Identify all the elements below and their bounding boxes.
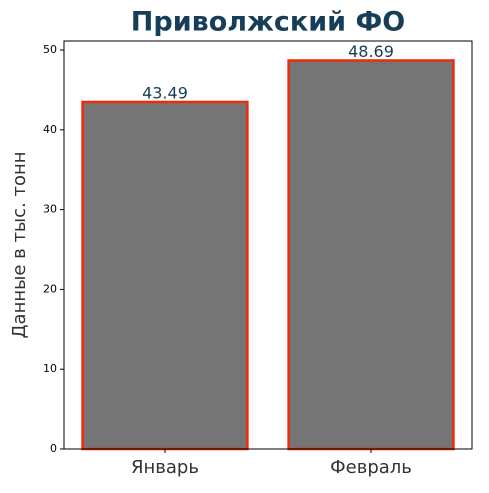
y-tick-label: 20	[43, 282, 57, 295]
y-tick-label: 10	[43, 362, 57, 375]
y-tick-label: 0	[50, 442, 57, 455]
y-axis-label: Данные в тыс. тонн	[9, 151, 30, 338]
value-label: 48.69	[348, 42, 394, 61]
bar	[287, 59, 455, 451]
x-tick-label: Февраль	[330, 457, 412, 478]
x-tick-label: Январь	[131, 457, 199, 478]
chart-title: Приволжский ФО	[131, 7, 405, 38]
plot-frame	[63, 40, 473, 450]
y-tick-label: 40	[43, 123, 57, 136]
bar	[81, 100, 249, 451]
value-label: 43.49	[142, 83, 188, 102]
y-tick-label: 30	[43, 203, 57, 216]
y-tick-label: 50	[43, 43, 57, 56]
